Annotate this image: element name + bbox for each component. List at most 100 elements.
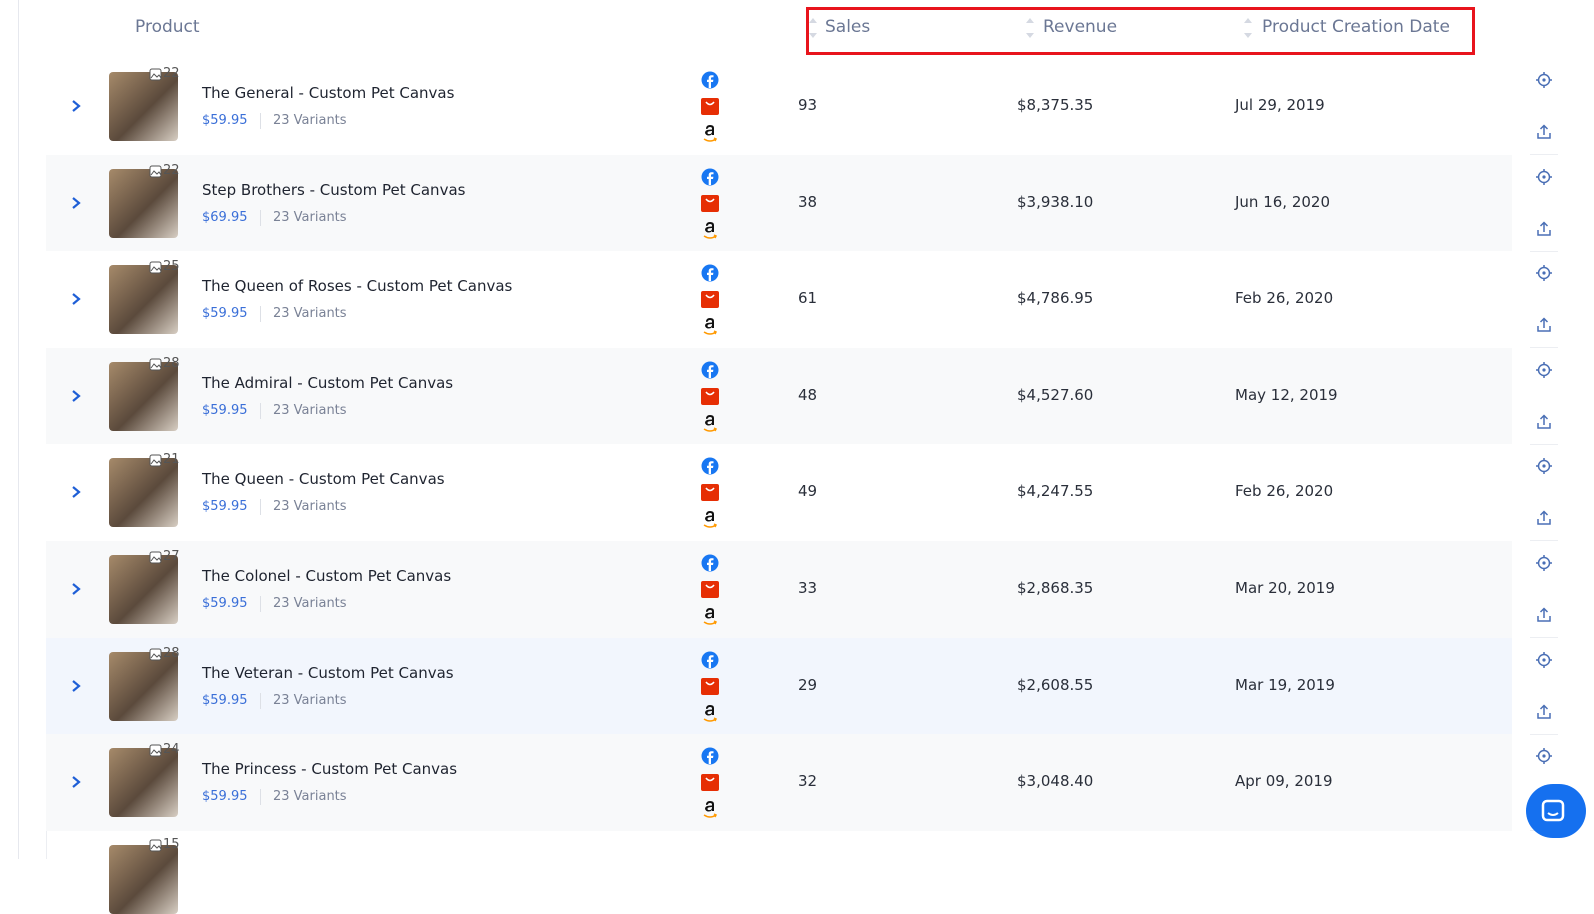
product-thumbnail[interactable] <box>109 458 178 528</box>
track-icon[interactable] <box>1536 458 1552 475</box>
product-price: $59.95 <box>202 402 248 418</box>
track-icon[interactable] <box>1536 555 1552 571</box>
table-row[interactable] <box>46 444 1512 542</box>
image-icon <box>149 68 162 81</box>
revenue: $2,868.35 <box>1017 579 1094 597</box>
product-thumbnail[interactable] <box>109 555 178 624</box>
channel-icons <box>701 168 719 239</box>
image-count: 22 <box>163 162 180 178</box>
channel-icons <box>701 554 719 625</box>
image-icon <box>149 358 162 371</box>
sales: 93 <box>798 96 818 114</box>
separator <box>260 113 261 129</box>
left-border <box>18 0 19 859</box>
export-icon[interactable] <box>1536 221 1552 237</box>
track-icon[interactable] <box>1536 265 1552 282</box>
track-icon[interactable] <box>1536 748 1552 765</box>
product-name: The Queen of Roses - Custom Pet Canvas <box>202 277 513 296</box>
revenue: $2,608.55 <box>1017 675 1094 694</box>
export-icon[interactable] <box>1536 414 1552 430</box>
product-price: $59.95 <box>202 789 248 805</box>
expand-chevron[interactable] <box>70 99 82 113</box>
image-icon <box>149 744 162 757</box>
image-icon <box>149 165 162 178</box>
product-thumbnail[interactable] <box>109 748 178 818</box>
revenue: $4,527.60 <box>1017 385 1094 404</box>
product-thumbnail[interactable] <box>109 361 178 431</box>
variants: 23 Variants <box>273 113 347 128</box>
product-name: The General - Custom Pet Canvas <box>202 84 455 102</box>
image-count: 21 <box>163 452 180 468</box>
product-thumbnail[interactable] <box>109 844 178 914</box>
separator <box>260 596 261 612</box>
track-icon[interactable] <box>1536 651 1552 668</box>
revenue: $4,247.55 <box>1017 482 1094 501</box>
product-thumbnail[interactable] <box>109 265 178 335</box>
channel-icons <box>701 361 719 432</box>
variants: 23 Variants <box>273 499 347 515</box>
separator <box>260 499 261 516</box>
track-icon[interactable] <box>1536 168 1552 185</box>
expand-chevron[interactable] <box>70 582 82 596</box>
creation-date: Jul 29, 2019 <box>1235 96 1325 114</box>
divider <box>1530 347 1558 349</box>
image-count: 24 <box>163 742 180 758</box>
product-thumbnail[interactable] <box>109 72 178 141</box>
variants: 23 Variants <box>273 402 347 418</box>
image-icon <box>149 839 162 852</box>
sales: 49 <box>798 482 818 501</box>
header-date[interactable]: Product Creation Date <box>1262 17 1450 37</box>
expand-chevron[interactable] <box>70 679 82 693</box>
product-thumbnail[interactable] <box>109 651 178 721</box>
export-icon[interactable] <box>1536 124 1552 140</box>
sales: 33 <box>798 579 818 597</box>
product-price: $59.95 <box>202 596 248 611</box>
expand-chevron[interactable] <box>70 389 82 403</box>
expand-chevron[interactable] <box>70 485 82 499</box>
export-icon[interactable] <box>1536 607 1552 623</box>
image-count: 15 <box>163 836 180 852</box>
image-count: 25 <box>163 259 180 275</box>
header-sales[interactable]: Sales <box>825 17 871 37</box>
export-icon[interactable] <box>1536 704 1552 720</box>
channel-icons <box>701 264 719 335</box>
separator <box>260 692 261 709</box>
expand-chevron[interactable] <box>70 196 82 210</box>
variants: 23 Variants <box>273 209 347 225</box>
track-icon[interactable] <box>1536 72 1552 88</box>
product-thumbnail[interactable] <box>109 168 178 238</box>
expand-chevron[interactable] <box>70 775 82 789</box>
creation-date: Mar 19, 2019 <box>1235 675 1335 694</box>
product-name: The Colonel - Custom Pet Canvas <box>202 567 452 585</box>
sales: 61 <box>798 289 818 308</box>
separator <box>260 209 261 226</box>
sort-icon[interactable] <box>1025 16 1035 40</box>
revenue: $3,938.10 <box>1017 192 1094 211</box>
table-row[interactable] <box>46 734 1512 832</box>
header-product[interactable]: Product <box>135 17 200 37</box>
variants: 23 Variants <box>273 596 347 611</box>
sort-icon[interactable] <box>808 16 818 40</box>
variants: 23 Variants <box>273 789 347 805</box>
product-name: The Admiral - Custom Pet Canvas <box>202 373 454 392</box>
table-row[interactable] <box>46 58 1512 155</box>
creation-date: Feb 26, 2020 <box>1235 289 1334 308</box>
image-icon <box>149 648 162 661</box>
table-row[interactable] <box>46 251 1512 349</box>
page: Product Sales Revenue Product Creation D… <box>18 0 1586 914</box>
header-revenue[interactable]: Revenue <box>1043 17 1118 37</box>
export-icon[interactable] <box>1536 510 1552 526</box>
sort-icon[interactable] <box>1243 16 1253 40</box>
expand-chevron[interactable] <box>70 292 82 306</box>
product-name: The Princess - Custom Pet Canvas <box>202 760 458 779</box>
table-row[interactable] <box>46 347 1512 445</box>
table-row[interactable] <box>46 541 1512 638</box>
chat-button[interactable] <box>1526 784 1586 838</box>
track-icon[interactable] <box>1536 361 1552 378</box>
image-count: 28 <box>163 355 180 371</box>
product-name: Step Brothers - Custom Pet Canvas <box>202 180 466 199</box>
table-row[interactable] <box>46 637 1512 735</box>
table-row[interactable] <box>46 154 1512 252</box>
export-icon[interactable] <box>1536 317 1552 333</box>
sales: 48 <box>798 385 818 404</box>
